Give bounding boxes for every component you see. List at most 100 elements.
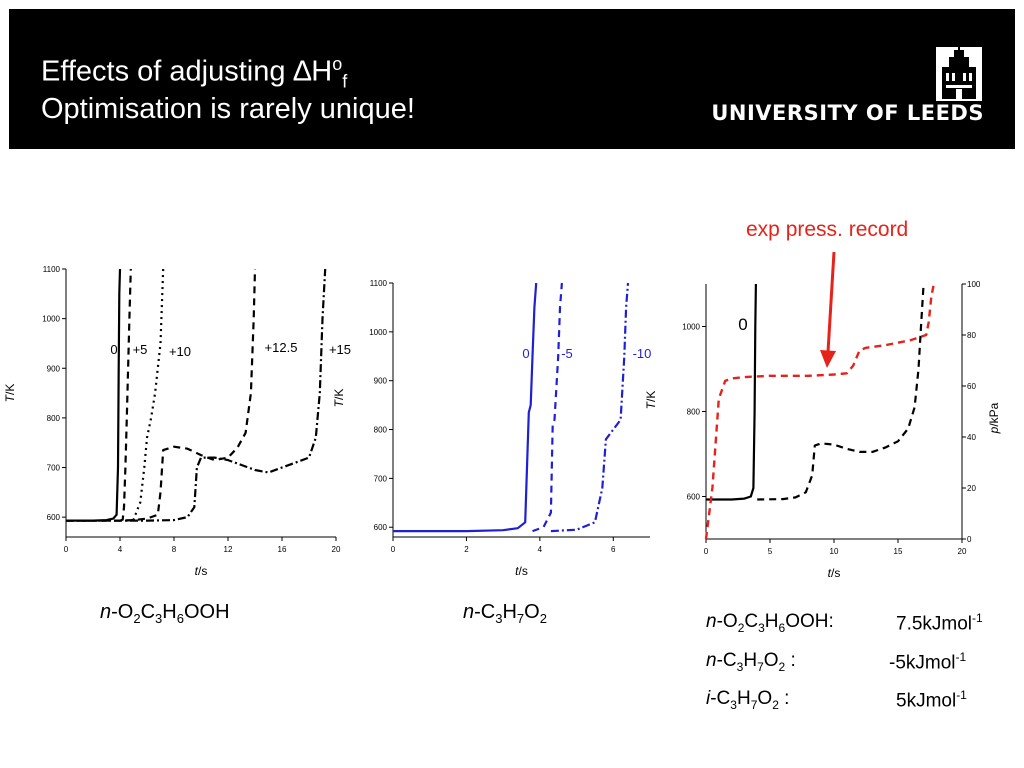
x-axis-label: t/s — [195, 564, 208, 578]
curve-annotation: 0 — [522, 346, 529, 361]
curve-annotation: +15 — [329, 342, 351, 357]
slide-title-line-2: Optimisation is rarely unique! — [41, 93, 415, 125]
series-line — [66, 268, 122, 522]
university-crest-icon — [936, 47, 982, 101]
y-axis-label: T/K — [332, 389, 346, 408]
x-tick-label: 2 — [464, 545, 469, 554]
caption-left-part: H — [162, 601, 177, 623]
chart-3: 0 5 10 15 206008001000020406080100t/sT/Kp/kP… — [644, 280, 1001, 580]
y2-tick-label: 80 — [967, 331, 976, 340]
x-tick-label: 0 — [64, 545, 69, 554]
curve-annotation: +12.5 — [265, 340, 298, 355]
y2-axis-label: p/kPa — [987, 402, 1001, 434]
exp-press-record-label: exp press. record — [746, 218, 909, 241]
slide-title-line-1: Effects of adjusting ∆Hof — [41, 54, 347, 92]
y-tick-label: 600 — [687, 493, 701, 502]
chart-1: 0 4 8 12 16 20 600 700 800 900 1000 1100 t/s T/K 0 +5 +1… — [3, 265, 351, 578]
x-axis-label: t/s — [515, 564, 528, 578]
x-tick-label: 12 — [224, 545, 233, 554]
series-line — [550, 282, 630, 533]
caption-middle-sub: 7 — [516, 611, 525, 626]
x-axis-label: t/s — [828, 566, 841, 580]
y-tick-label: 900 — [374, 377, 388, 386]
x-tick-label: 4 — [538, 545, 543, 554]
x-tick-label: 20 — [958, 547, 967, 556]
x-tick-label: 0 — [391, 545, 396, 554]
y-tick-label: 700 — [374, 474, 388, 483]
caption-left-part: -O — [111, 601, 134, 623]
note-species: -C3H7O2 : — [716, 650, 796, 674]
y-tick-label: 1000 — [682, 323, 700, 332]
note-species: -O2C3H6OOH: — [716, 611, 834, 635]
x-tick-label: 20 — [332, 545, 341, 554]
y-tick-label: 800 — [687, 408, 701, 417]
chart-2: 0 2 4 6 600 700 800 900 1000 1100 t/s T/K 0 -5 -10 — [332, 279, 651, 578]
series-line — [126, 268, 165, 522]
y-tick-label: 1100 — [43, 265, 61, 274]
title-text: Effects of adjusting ∆H — [41, 55, 333, 88]
y-tick-label: 900 — [47, 364, 61, 373]
series-line — [704, 283, 935, 540]
y-tick-label: 600 — [47, 513, 61, 522]
curve-annotation: +10 — [169, 344, 191, 359]
series-line — [757, 283, 925, 501]
caption-middle-part: O — [524, 601, 540, 623]
series-line — [532, 282, 563, 533]
curve-annotation: +5 — [133, 342, 148, 357]
note-value: -5kJmol-1 — [889, 650, 967, 674]
y2-tick-label: 0 — [967, 535, 972, 544]
curve-annotation: 0 — [110, 342, 117, 357]
enthalpy-note-line: i-C3H7O2 : — [706, 688, 789, 712]
y-tick-label: 700 — [47, 464, 61, 473]
series-line — [119, 268, 132, 522]
exp-press-arrow-icon — [820, 251, 836, 368]
note-prefix: n — [706, 611, 717, 632]
y-axis-label: T/K — [3, 384, 17, 403]
series-line — [706, 283, 757, 501]
caption-left-sub: 6 — [176, 611, 184, 626]
y2-tick-label: 40 — [967, 433, 976, 442]
curve-annotation: 0 — [738, 315, 747, 334]
x-tick-label: 16 — [278, 545, 287, 554]
university-logo-text: UNIVERSITY OF LEEDS — [711, 101, 984, 125]
series-line — [66, 268, 257, 522]
x-tick-label: 5 — [768, 547, 773, 556]
arrow-head — [820, 350, 836, 368]
caption-left-part: C — [140, 601, 156, 623]
y2-tick-label: 20 — [967, 484, 976, 493]
title-superscript: o — [332, 54, 343, 74]
x-tick-label: 10 — [830, 547, 839, 556]
y-axis-label: T/K — [644, 391, 658, 410]
caption-left-sub: 3 — [155, 611, 163, 626]
x-tick-label: 15 — [894, 547, 903, 556]
y-tick-label: 1100 — [370, 279, 388, 288]
title-bar: Effects of adjusting ∆Hof Optimisation i… — [9, 9, 1015, 149]
curve-annotation: -5 — [561, 346, 573, 361]
series-line — [393, 282, 538, 533]
x-tick-label: 6 — [611, 545, 616, 554]
note-value: 5kJmol-1 — [896, 688, 967, 712]
caption-middle-sub: 2 — [539, 611, 547, 626]
y-tick-label: 800 — [374, 426, 388, 435]
arrow-shaft — [826, 251, 836, 353]
y-tick-label: 1000 — [369, 328, 387, 337]
y2-tick-label: 100 — [967, 280, 981, 289]
caption-middle-prefix: n — [463, 601, 475, 623]
caption-left-sub: 2 — [133, 611, 141, 626]
note-prefix: i — [706, 688, 711, 709]
caption-middle-sub: 3 — [495, 611, 503, 626]
note-prefix: n — [706, 650, 717, 671]
series-line — [66, 268, 327, 522]
caption-middle-part: -C — [474, 601, 496, 623]
x-tick-label: 0 — [704, 547, 709, 556]
caption-left-prefix: n — [100, 601, 112, 623]
x-tick-label: 8 — [172, 545, 177, 554]
caption-left-part: OOH — [183, 601, 230, 623]
x-tick-label: 4 — [118, 545, 123, 554]
title-subscript: f — [342, 71, 348, 92]
caption-left: n-O2C3H6OOH — [100, 601, 230, 626]
y2-tick-label: 60 — [967, 382, 976, 391]
enthalpy-note-line: n-O2C3H6OOH: — [706, 611, 834, 635]
note-value: 7.5kJmol-1 — [896, 611, 983, 635]
